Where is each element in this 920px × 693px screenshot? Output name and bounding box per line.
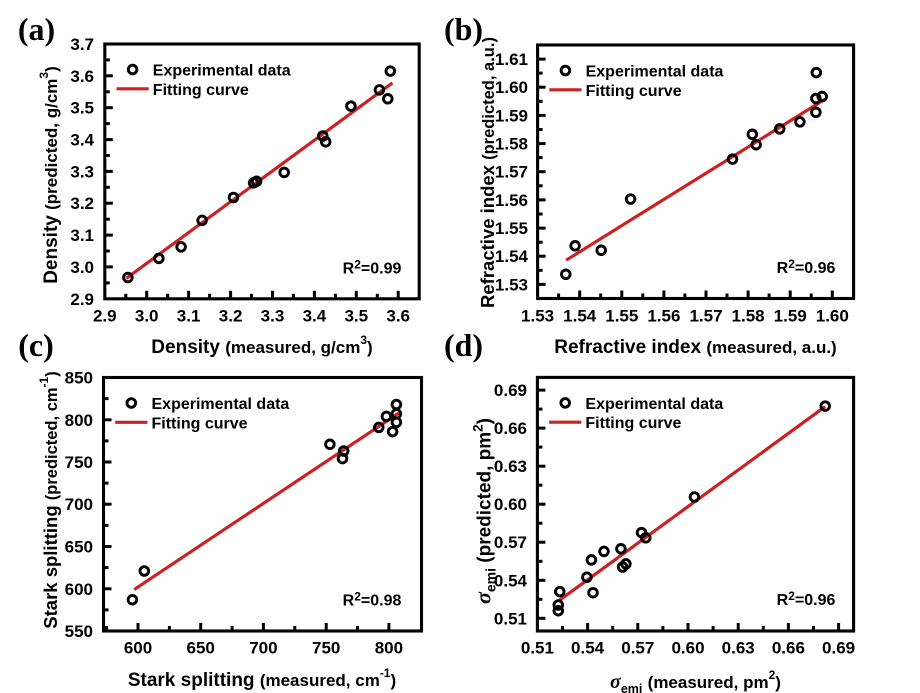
- svg-text:Fitting curve: Fitting curve: [585, 415, 681, 432]
- svg-text:650: 650: [187, 639, 215, 658]
- svg-text:1.54: 1.54: [495, 247, 529, 266]
- svg-text:3.6: 3.6: [70, 67, 94, 86]
- svg-text:0.63: 0.63: [494, 457, 527, 476]
- svg-text:σemi (measured, pm2): σemi (measured, pm2): [610, 668, 781, 693]
- svg-text:1.60: 1.60: [495, 78, 528, 97]
- svg-text:0.57: 0.57: [621, 639, 654, 658]
- svg-text:1.58: 1.58: [732, 307, 765, 326]
- svg-text:Density (predicted, g/cm3): Density (predicted, g/cm3): [37, 66, 62, 284]
- svg-text:0.51: 0.51: [494, 609, 527, 628]
- svg-text:1.57: 1.57: [689, 307, 722, 326]
- svg-text:3.4: 3.4: [303, 307, 327, 326]
- svg-text:0.66: 0.66: [772, 639, 805, 658]
- svg-text:R2=0.96: R2=0.96: [777, 257, 836, 277]
- svg-text:700: 700: [65, 495, 93, 514]
- svg-text:1.55: 1.55: [495, 219, 528, 238]
- svg-text:0.57: 0.57: [494, 533, 527, 552]
- svg-text:3.4: 3.4: [70, 131, 94, 150]
- svg-text:1.56: 1.56: [647, 307, 680, 326]
- svg-text:(a): (a): [18, 11, 55, 47]
- svg-text:600: 600: [124, 639, 152, 658]
- svg-text:Fitting curve: Fitting curve: [152, 415, 248, 432]
- svg-text:550: 550: [65, 622, 93, 641]
- svg-text:Fitting curve: Fitting curve: [586, 83, 682, 100]
- svg-text:(d): (d): [444, 327, 483, 363]
- svg-text:R2=0.99: R2=0.99: [343, 258, 402, 278]
- svg-text:700: 700: [249, 639, 277, 658]
- svg-text:0.66: 0.66: [494, 419, 527, 438]
- svg-text:0.60: 0.60: [671, 639, 704, 658]
- svg-text:3.3: 3.3: [70, 162, 94, 181]
- svg-text:1.55: 1.55: [605, 307, 638, 326]
- svg-text:800: 800: [65, 411, 93, 430]
- svg-text:750: 750: [65, 453, 93, 472]
- svg-text:3.5: 3.5: [70, 99, 94, 118]
- svg-text:Experimental data: Experimental data: [152, 396, 290, 413]
- svg-text:650: 650: [65, 538, 93, 557]
- svg-text:3.0: 3.0: [135, 307, 159, 326]
- svg-text:1.59: 1.59: [495, 106, 528, 125]
- svg-text:0.60: 0.60: [494, 495, 527, 514]
- svg-text:R2=0.96: R2=0.96: [777, 589, 836, 609]
- svg-text:Fitting curve: Fitting curve: [153, 82, 249, 99]
- svg-text:850: 850: [65, 369, 93, 388]
- svg-text:0.69: 0.69: [494, 381, 527, 400]
- svg-text:3.1: 3.1: [177, 307, 201, 326]
- svg-text:1.58: 1.58: [495, 135, 528, 154]
- svg-text:0.54: 0.54: [571, 639, 605, 658]
- svg-text:Stark splitting (measured, cm-: Stark splitting (measured, cm-1): [128, 666, 396, 691]
- svg-text:1.59: 1.59: [774, 307, 807, 326]
- svg-text:750: 750: [312, 639, 340, 658]
- svg-text:1.56: 1.56: [495, 191, 528, 210]
- svg-text:600: 600: [65, 580, 93, 599]
- svg-text:3.3: 3.3: [261, 307, 285, 326]
- svg-text:3.6: 3.6: [386, 307, 410, 326]
- svg-text:800: 800: [375, 639, 403, 658]
- svg-text:3.2: 3.2: [219, 307, 243, 326]
- svg-text:Experimental data: Experimental data: [586, 64, 724, 81]
- svg-text:Experimental data: Experimental data: [153, 63, 291, 80]
- svg-text:0.54: 0.54: [494, 571, 528, 590]
- svg-text:1.61: 1.61: [495, 50, 528, 69]
- svg-text:R2=0.98: R2=0.98: [343, 589, 402, 609]
- svg-text:Density (measured, g/cm3): Density (measured, g/cm3): [151, 333, 372, 358]
- svg-text:(b): (b): [444, 11, 483, 47]
- svg-text:Refractive index (predicted, a: Refractive index (predicted, a.u.): [477, 37, 498, 308]
- svg-text:0.51: 0.51: [521, 639, 554, 658]
- svg-text:Refractive index (measured, a.: Refractive index (measured, a.u.): [554, 337, 836, 358]
- svg-text:3.5: 3.5: [344, 307, 368, 326]
- svg-text:Experimental data: Experimental data: [585, 396, 723, 413]
- svg-text:3.0: 3.0: [70, 258, 94, 277]
- svg-text:3.7: 3.7: [70, 35, 94, 54]
- svg-text:1.53: 1.53: [495, 275, 528, 294]
- svg-text:3.2: 3.2: [70, 194, 94, 213]
- svg-text:1.54: 1.54: [563, 307, 597, 326]
- svg-text:1.60: 1.60: [816, 307, 849, 326]
- svg-text:σemi (predicted, pm2): σemi (predicted, pm2): [471, 418, 499, 604]
- svg-text:0.63: 0.63: [722, 639, 755, 658]
- svg-text:2.9: 2.9: [70, 290, 94, 309]
- svg-text:2.9: 2.9: [93, 307, 117, 326]
- svg-text:1.53: 1.53: [521, 307, 554, 326]
- svg-text:3.1: 3.1: [70, 226, 94, 245]
- svg-text:(c): (c): [18, 327, 54, 363]
- svg-text:1.57: 1.57: [495, 163, 528, 182]
- svg-text:0.69: 0.69: [822, 639, 855, 658]
